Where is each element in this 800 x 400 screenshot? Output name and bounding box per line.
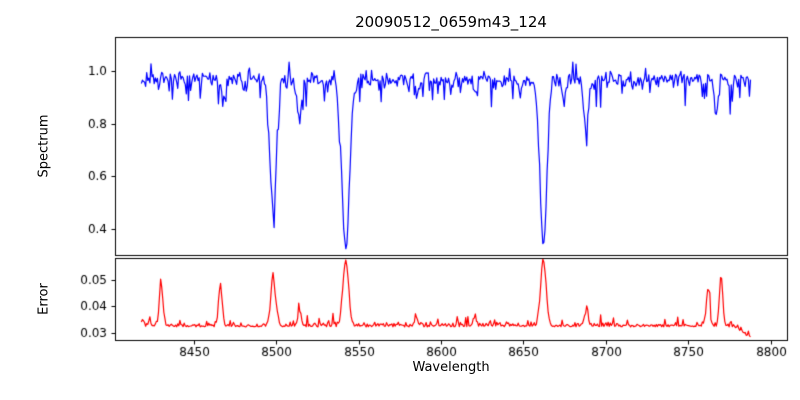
error-axis-label: Error xyxy=(36,283,52,315)
wavelength-axis-label: Wavelength xyxy=(412,360,490,375)
spectrum-axis-label: Spectrum xyxy=(36,114,52,178)
chart-title: 20090512_0659m43_124 xyxy=(355,13,547,31)
